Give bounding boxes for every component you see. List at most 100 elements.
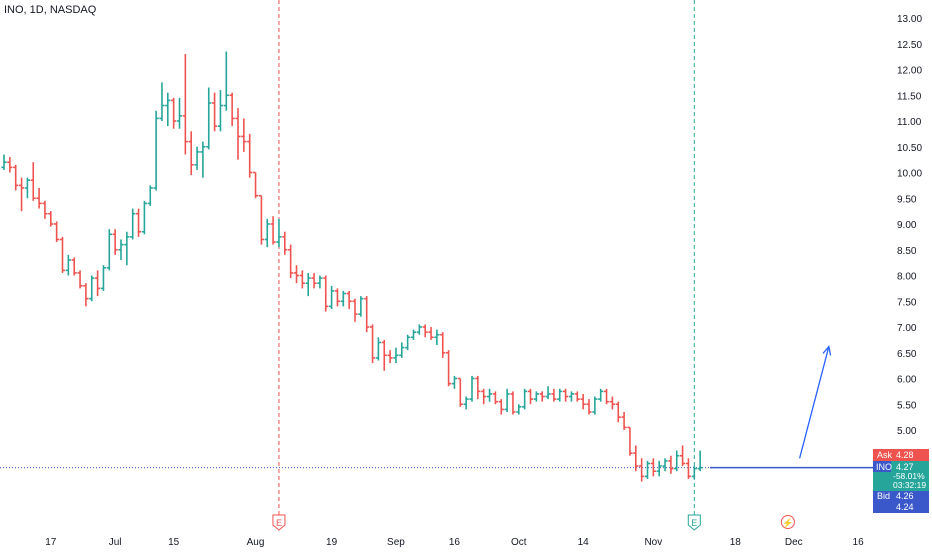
ohlc-bar[interactable] (42, 200, 48, 219)
last-price-tag[interactable]: INO 4.27-58.01%03:32:19 (873, 461, 929, 491)
ohlc-bar[interactable] (358, 296, 364, 317)
ohlc-bar[interactable] (288, 244, 294, 279)
earnings-marker[interactable]: E (687, 514, 701, 531)
ohlc-bar[interactable] (416, 324, 422, 335)
ohlc-bar[interactable] (568, 391, 575, 402)
ohlc-bar[interactable] (340, 290, 346, 307)
ohlc-bar[interactable] (697, 450, 703, 472)
ohlc-bar[interactable] (504, 388, 510, 412)
ohlc-bar[interactable] (176, 97, 183, 129)
ohlc-bar[interactable] (182, 54, 188, 155)
ohlc-bar[interactable] (486, 388, 493, 402)
ohlc-bar[interactable] (557, 388, 563, 402)
ohlc-bar[interactable] (334, 288, 341, 307)
bid-price-tag[interactable]: Bid 4.26 (873, 491, 929, 502)
ohlc-bar[interactable] (135, 208, 142, 237)
ohlc-bar[interactable] (252, 171, 259, 199)
ohlc-bar[interactable] (399, 342, 405, 358)
ohlc-bar[interactable] (130, 208, 136, 240)
ohlc-bar[interactable] (171, 97, 177, 129)
ohlc-bar[interactable] (639, 458, 645, 482)
ohlc-bar[interactable] (59, 236, 66, 273)
ohlc-bar[interactable] (680, 445, 686, 467)
ohlc-bar[interactable] (264, 218, 270, 248)
ohlc-bar[interactable] (1, 154, 7, 170)
ohlc-bar[interactable] (603, 388, 610, 405)
ohlc-bar[interactable] (516, 404, 522, 415)
ohlc-bar[interactable] (668, 455, 674, 474)
ohlc-bar[interactable] (387, 350, 393, 364)
ohlc-bar[interactable] (662, 458, 668, 472)
ohlc-bar[interactable] (527, 388, 534, 405)
ohlc-bar[interactable] (77, 270, 83, 289)
ohlc-bar[interactable] (24, 177, 30, 199)
ohlc-bar[interactable] (276, 218, 282, 248)
ohlc-bar[interactable] (545, 386, 551, 400)
ohlc-bar[interactable] (188, 131, 194, 176)
ohlc-bar[interactable] (7, 157, 13, 173)
ohlc-bar[interactable] (381, 339, 387, 371)
ohlc-bar[interactable] (405, 334, 411, 351)
ohlc-bar[interactable] (422, 324, 428, 338)
ohlc-bar[interactable] (364, 296, 370, 333)
ohlc-bar[interactable] (100, 265, 107, 291)
ohlc-bar[interactable] (685, 458, 692, 479)
ohlc-bar[interactable] (323, 275, 329, 312)
ohlc-bar[interactable] (352, 298, 358, 322)
ohlc-bar[interactable] (305, 272, 311, 297)
ohlc-bar[interactable] (89, 275, 95, 302)
ohlc-bar[interactable] (18, 177, 25, 212)
earnings-marker[interactable]: E (272, 514, 286, 531)
ohlc-bar[interactable] (212, 92, 218, 132)
ohlc-bar[interactable] (13, 164, 19, 191)
ohlc-bar[interactable] (153, 110, 159, 191)
ohlc-bar[interactable] (217, 90, 224, 132)
ohlc-bar[interactable] (247, 133, 253, 178)
ohlc-bar[interactable] (621, 411, 627, 430)
lightning-marker[interactable]: ⚡ (780, 515, 795, 530)
ohlc-bar[interactable] (481, 388, 487, 405)
ohlc-bar[interactable] (311, 272, 317, 289)
ohlc-bar[interactable] (147, 185, 153, 206)
ohlc-bar[interactable] (299, 270, 305, 289)
ohlc-bar[interactable] (124, 231, 130, 266)
ohlc-bar[interactable] (510, 391, 516, 415)
ohlc-bar[interactable] (627, 426, 633, 456)
ohlc-bar[interactable] (54, 221, 60, 243)
ohlc-bar[interactable] (551, 388, 557, 402)
ohlc-bar[interactable] (440, 332, 446, 358)
ohlc-bar[interactable] (457, 377, 463, 407)
ohlc-bar[interactable] (48, 211, 54, 227)
ohlc-bar[interactable] (118, 239, 124, 261)
ohlc-bar[interactable] (644, 460, 651, 479)
ohlc-bar[interactable] (346, 290, 352, 309)
ohlc-bar[interactable] (229, 92, 235, 127)
ohlc-bar[interactable] (574, 391, 580, 402)
ohlc-bar[interactable] (83, 283, 89, 307)
ohlc-bar[interactable] (200, 141, 206, 178)
ohlc-bar[interactable] (539, 391, 545, 402)
ohlc-bar[interactable] (112, 229, 118, 255)
ohlc-bar[interactable] (475, 375, 481, 400)
ohlc-bar[interactable] (159, 82, 165, 121)
ohlc-bar[interactable] (592, 396, 598, 415)
ohlc-bar[interactable] (375, 337, 381, 361)
ohlc-bar[interactable] (533, 391, 539, 402)
ohlc-bar[interactable] (369, 324, 376, 364)
ohlc-bar[interactable] (65, 254, 71, 276)
projection-arrow[interactable] (798, 345, 832, 459)
ohlc-bar[interactable] (235, 108, 241, 160)
ohlc-bar[interactable] (165, 92, 171, 127)
ohlc-bar[interactable] (30, 162, 36, 201)
ohlc-bar[interactable] (446, 350, 452, 387)
ohlc-bar[interactable] (282, 231, 288, 255)
ohlc-bar[interactable] (293, 265, 300, 284)
ohlc-bar[interactable] (580, 393, 586, 410)
ohlc-bar[interactable] (650, 458, 656, 477)
ohlc-bar[interactable] (194, 146, 200, 170)
ohlc-bar[interactable] (615, 401, 621, 423)
ohlc-bar[interactable] (71, 257, 77, 276)
ask-price-tag[interactable]: Ask 4.28 (873, 449, 929, 461)
ohlc-bar[interactable] (586, 399, 592, 415)
